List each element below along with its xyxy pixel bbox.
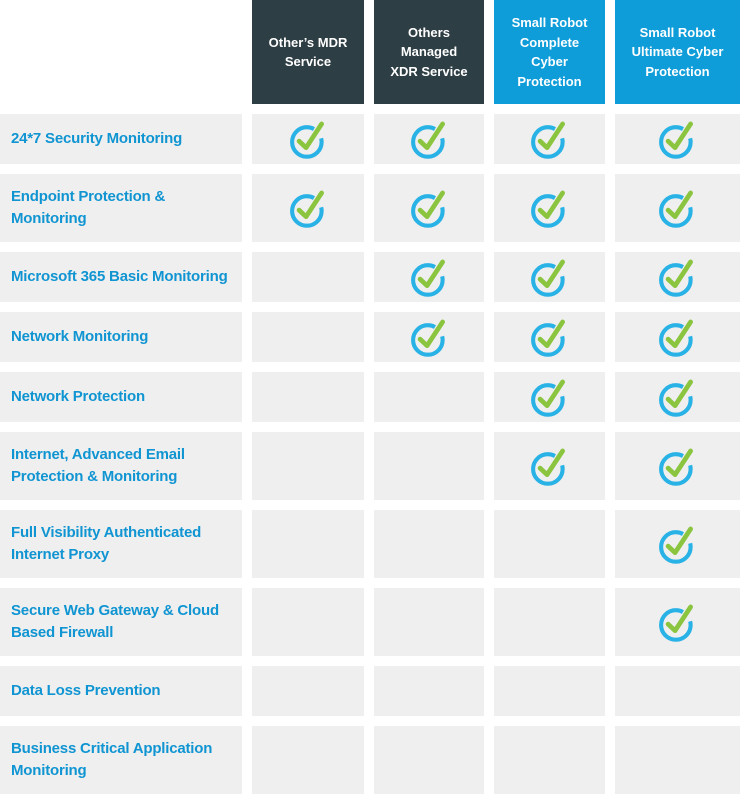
feature-value-cell: [494, 252, 605, 302]
feature-row-label: Microsoft 365 Basic Monitoring: [0, 252, 242, 302]
feature-value-cell: [494, 666, 605, 716]
feature-value-cell: [252, 174, 364, 242]
feature-value-cell: [374, 114, 484, 164]
feature-row-label: Network Protection: [0, 372, 242, 422]
feature-value-cell: [374, 372, 484, 422]
check-icon: [289, 190, 324, 228]
feature-value-cell: [374, 432, 484, 500]
feature-value-cell: [615, 510, 740, 578]
column-header-label: Other’s MDR Service: [268, 34, 348, 70]
feature-value-cell: [374, 312, 484, 362]
header-spacer: [0, 0, 242, 104]
feature-value-cell: [494, 372, 605, 422]
check-icon: [659, 604, 693, 642]
feature-value-cell: [252, 372, 364, 422]
feature-row-label: Secure Web Gateway & Cloud Based Firewal…: [0, 588, 242, 656]
feature-value-cell: [252, 432, 364, 500]
column-header-label: Small Robot Complete Cyber Protection: [511, 15, 588, 89]
feature-value-cell: [252, 312, 364, 362]
column-header-label: Others Managed XDR Service: [390, 24, 468, 79]
feature-value-cell: [252, 114, 364, 164]
check-icon: [531, 190, 565, 228]
feature-value-cell: [615, 588, 740, 656]
feature-value-cell: [494, 114, 605, 164]
column-header-label: Small Robot Ultimate Cyber Protection: [631, 24, 724, 79]
feature-value-cell: [615, 432, 740, 500]
feature-value-cell: [615, 252, 740, 302]
feature-value-cell: [615, 666, 740, 716]
feature-value-cell: [374, 588, 484, 656]
feature-value-cell: [494, 432, 605, 500]
feature-value-cell: [252, 252, 364, 302]
column-header-2: Others Managed XDR Service: [374, 0, 484, 104]
feature-value-cell: [615, 372, 740, 422]
feature-label-text: Internet, Advanced Email Protection & Mo…: [11, 446, 185, 485]
feature-label-text: Network Monitoring: [11, 328, 149, 345]
check-icon: [410, 259, 445, 297]
feature-label-text: Full Visibility Authenticated Internet P…: [11, 524, 202, 563]
feature-label-text: Secure Web Gateway & Cloud Based Firewal…: [11, 602, 219, 641]
column-header-3: Small Robot Complete Cyber Protection: [494, 0, 605, 104]
check-icon: [531, 379, 565, 417]
check-icon: [659, 190, 693, 228]
check-icon: [659, 448, 693, 486]
feature-value-cell: [494, 174, 605, 242]
feature-value-cell: [615, 312, 740, 362]
feature-value-cell: [615, 114, 740, 164]
feature-row-label: Data Loss Prevention: [0, 666, 242, 716]
feature-value-cell: [494, 510, 605, 578]
check-icon: [410, 121, 445, 159]
feature-value-cell: [374, 510, 484, 578]
feature-label-text: 24*7 Security Monitoring: [11, 130, 183, 147]
feature-value-cell: [374, 666, 484, 716]
feature-row-label: Network Monitoring: [0, 312, 242, 362]
check-icon: [659, 121, 693, 159]
feature-label-text: Data Loss Prevention: [11, 682, 161, 699]
check-icon: [531, 121, 565, 159]
feature-row-label: 24*7 Security Monitoring: [0, 114, 242, 164]
feature-value-cell: [494, 588, 605, 656]
check-icon: [410, 319, 445, 357]
column-header-4: Small Robot Ultimate Cyber Protection: [615, 0, 740, 104]
feature-value-cell: [494, 726, 605, 794]
feature-row-label: Endpoint Protection & Monitoring: [0, 174, 242, 242]
feature-label-text: Microsoft 365 Basic Monitoring: [11, 268, 228, 285]
check-icon: [410, 190, 445, 228]
feature-value-cell: [252, 510, 364, 578]
feature-value-cell: [615, 174, 740, 242]
check-icon: [659, 526, 693, 564]
feature-value-cell: [374, 174, 484, 242]
feature-label-text: Endpoint Protection & Monitoring: [11, 188, 166, 227]
column-header-1: Other’s MDR Service: [252, 0, 364, 104]
check-icon: [531, 448, 565, 486]
feature-row-label: Full Visibility Authenticated Internet P…: [0, 510, 242, 578]
feature-value-cell: [374, 726, 484, 794]
feature-label-text: Network Protection: [11, 388, 145, 405]
feature-row-label: Internet, Advanced Email Protection & Mo…: [0, 432, 242, 500]
feature-value-cell: [615, 726, 740, 794]
check-icon: [531, 259, 565, 297]
feature-value-cell: [252, 666, 364, 716]
feature-label-text: Business Critical Application Monitoring: [11, 740, 213, 779]
feature-value-cell: [252, 588, 364, 656]
feature-value-cell: [374, 252, 484, 302]
feature-value-cell: [252, 726, 364, 794]
check-icon: [289, 121, 324, 159]
feature-row-label: Business Critical Application Monitoring: [0, 726, 242, 794]
check-icon: [531, 319, 565, 357]
check-icon: [659, 319, 693, 357]
check-icon: [659, 259, 693, 297]
feature-value-cell: [494, 312, 605, 362]
check-icon: [659, 379, 693, 417]
